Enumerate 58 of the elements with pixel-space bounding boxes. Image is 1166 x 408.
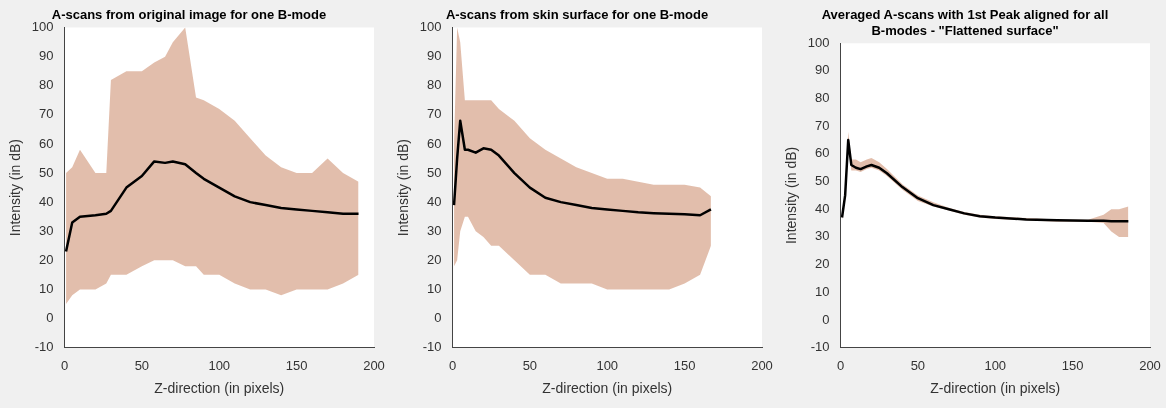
y-tick-label: 30 [39,222,54,238]
y-tick-label: 40 [427,193,442,209]
y-tick-label: 80 [815,90,830,106]
y-tick-label: -10 [810,339,830,355]
y-tick-label: 80 [427,77,442,93]
y-tick-label: 50 [39,164,54,180]
y-tick-label: 20 [39,251,54,267]
x-tick-label: 0 [448,357,457,373]
y-tick-label: 80 [39,77,54,93]
y-tick-label: 0 [822,311,830,327]
y-tick-label: 10 [815,283,830,299]
y-axis-title: Intensity (in dB) [7,138,24,237]
x-tick-label: 0 [60,357,69,373]
chart-title: A-scans from skin surface for one B-mode [445,7,709,23]
x-tick-label: 150 [673,357,696,373]
y-tick-label: 60 [39,135,54,151]
y-tick-label: 40 [815,200,830,216]
y-tick-label: -10 [422,339,442,355]
y-tick-label: 40 [39,193,54,209]
x-tick-label: 100 [596,357,619,373]
y-tick-label: -10 [34,339,54,355]
y-tick-label: 60 [815,145,830,161]
y-tick-label: 70 [427,106,442,122]
y-tick-label: 30 [427,222,442,238]
y-tick-label: 20 [427,251,442,267]
x-tick-label: 0 [836,357,845,373]
y-tick-label: 90 [39,48,54,64]
x-tick-label: 150 [285,357,308,373]
x-tick-label: 50 [522,357,538,373]
y-tick-label: 30 [815,228,830,244]
y-tick-label: 50 [815,173,830,189]
chart-title: A-scans from original image for one B-mode [51,7,327,23]
x-tick-label: 100 [208,357,231,373]
x-axis-title: Z-direction (in pixels) [930,380,1061,397]
y-tick-label: 0 [434,310,442,326]
y-tick-label: 70 [39,106,54,122]
y-tick-label: 60 [427,135,442,151]
y-tick-label: 90 [427,48,442,64]
x-tick-label: 200 [751,357,773,373]
x-tick-label: 200 [1139,357,1161,373]
y-tick-label: 10 [427,281,442,296]
x-tick-label: 100 [984,357,1007,373]
x-axis-title: Z-direction (in pixels) [542,380,673,397]
x-tick-label: 150 [1061,357,1084,373]
y-tick-label: 100 [419,19,442,35]
x-tick-label: 200 [363,357,385,373]
y-tick-label: 100 [31,19,54,35]
y-tick-label: 10 [39,281,54,296]
y-axis-title: Intensity (in dB) [395,138,412,237]
y-tick-label: 20 [815,256,830,272]
x-tick-label: 50 [910,357,926,373]
y-tick-label: 0 [46,310,54,326]
x-axis-title: Z-direction (in pixels) [154,380,285,397]
y-tick-label: 90 [815,62,830,78]
y-tick-label: 50 [427,164,442,180]
y-axis-title: Intensity (in dB) [783,146,800,245]
x-tick-label: 50 [134,357,150,373]
y-tick-label: 70 [815,117,830,133]
